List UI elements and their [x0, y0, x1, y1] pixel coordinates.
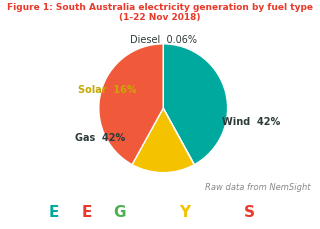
Text: Solar  16%: Solar 16% [78, 85, 136, 95]
Text: (1-22 Nov 2018): (1-22 Nov 2018) [119, 13, 201, 22]
Text: Wind  42%: Wind 42% [222, 117, 280, 127]
Text: Diesel  0.06%: Diesel 0.06% [130, 35, 197, 45]
Text: G: G [113, 204, 125, 219]
Text: Gas  42%: Gas 42% [75, 133, 125, 143]
Wedge shape [99, 45, 163, 165]
Text: Raw data from NemSight: Raw data from NemSight [205, 182, 310, 191]
Text: E: E [81, 204, 92, 219]
Text: Y: Y [179, 204, 190, 219]
Text: ENERGY SYNAPSE: ENERGY SYNAPSE [84, 204, 236, 219]
Text: S: S [244, 204, 255, 219]
Text: Figure 1: South Australia electricity generation by fuel type: Figure 1: South Australia electricity ge… [7, 3, 313, 12]
Wedge shape [163, 109, 194, 165]
Wedge shape [163, 45, 228, 165]
Wedge shape [132, 109, 194, 173]
Text: E: E [49, 204, 59, 219]
